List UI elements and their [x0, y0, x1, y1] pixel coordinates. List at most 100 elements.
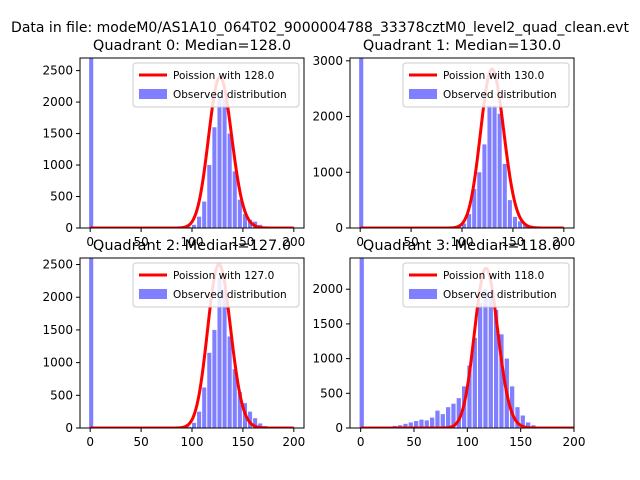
histogram-bar [451, 403, 456, 428]
histogram-bar [258, 423, 263, 428]
histogram-bar [424, 420, 429, 428]
y-tick-label: 0 [335, 221, 343, 235]
legend: Poission with 118.0 Observed distribution [402, 262, 570, 308]
x-tick-label: 100 [181, 435, 204, 449]
poisson-curve [359, 67, 565, 228]
histogram-bar [507, 200, 512, 228]
histogram-bar [403, 423, 408, 428]
histogram-bar [202, 201, 207, 228]
quadrant-0-subplot: 0 50 100 150 20005001000150020002500Quadrant… [42, 38, 305, 249]
histogram-bar [212, 329, 217, 428]
x-tick-label: 200 [563, 435, 586, 449]
histogram-bar [248, 411, 253, 428]
histogram-bar [408, 422, 413, 428]
histogram-bar [359, 258, 364, 428]
legend-box [132, 62, 300, 108]
histogram-bar [482, 144, 487, 228]
y-tick-label: 500 [50, 388, 73, 402]
y-tick-label: 2500 [42, 258, 73, 272]
legend-observed-label: Observed distribution [443, 289, 557, 301]
histogram-bar [494, 310, 499, 428]
legend-poisson-label: Poission with 118.0 [443, 270, 544, 282]
legend-observed-swatch [409, 289, 437, 299]
subplot-title: Quadrant 0: Median=128.0 [93, 38, 291, 54]
histogram-bar [197, 216, 202, 228]
x-tick-label: 0 [86, 235, 94, 249]
histogram-bar [186, 426, 191, 428]
legend: Poission with 128.0 Observed distribution [132, 62, 300, 108]
axes-frame [349, 257, 575, 429]
x-tick-label: 100 [181, 235, 204, 249]
histogram-bar [472, 337, 477, 428]
histogram-bar [446, 407, 451, 428]
legend-observed-label: Observed distribution [443, 89, 557, 101]
y-tick-label: 1000 [42, 158, 73, 172]
histogram-bar [462, 223, 467, 228]
x-tick-label: 0 [86, 435, 94, 449]
histogram-bar [414, 421, 419, 428]
histogram-bar [472, 188, 477, 228]
histogram-bar [487, 105, 492, 228]
histogram-bar [419, 419, 424, 428]
histogram-bar [467, 214, 472, 228]
histogram-bar [520, 415, 525, 428]
x-tick-label: 0 [356, 235, 364, 249]
x-tick-label: 0 [357, 435, 365, 449]
y-tick-label: 0 [65, 421, 73, 435]
figure-suptitle: Data in file: modeM0/AS1A10_064T02_90000… [11, 20, 629, 36]
histogram-bar [207, 165, 212, 228]
y-tick-label: 500 [50, 190, 73, 204]
x-tick-label: 50 [133, 235, 148, 249]
y-tick-label: 1000 [42, 356, 73, 370]
histogram-bar [237, 199, 242, 228]
legend-box [402, 62, 570, 108]
x-tick-label: 100 [451, 235, 474, 249]
subplot-title: Quadrant 3: Median=118.0 [363, 238, 561, 254]
histogram-bar [192, 224, 197, 228]
y-tick-label: 3000 [312, 54, 343, 68]
histogram-bar [227, 336, 232, 428]
histogram-bar [242, 214, 247, 228]
histogram-bar [217, 95, 222, 228]
histogram-bar [515, 407, 520, 428]
x-tick-label: 150 [509, 435, 532, 449]
histogram-bar [232, 369, 237, 428]
x-tick-label: 50 [406, 435, 421, 449]
histogram-bar [202, 387, 207, 428]
legend-box [402, 262, 570, 308]
legend-poisson-label: Poission with 130.0 [443, 70, 544, 82]
legend-observed-label: Observed distribution [173, 89, 287, 101]
histogram-bar [217, 277, 222, 428]
histogram-bar [430, 417, 435, 428]
y-tick-label: 500 [320, 386, 343, 400]
x-tick-label: 200 [552, 235, 575, 249]
y-tick-label: 2000 [312, 110, 343, 124]
x-tick-label: 100 [456, 435, 479, 449]
legend-observed-swatch [139, 89, 167, 99]
y-tick-label: 1500 [42, 323, 73, 337]
y-tick-label: 2000 [42, 290, 73, 304]
histogram-bar [435, 410, 440, 428]
y-tick-label: 1000 [312, 352, 343, 366]
histogram-bar [492, 105, 497, 228]
quadrant-1-data [359, 58, 565, 228]
histogram-bar [359, 58, 364, 228]
y-tick-label: 2000 [42, 95, 73, 109]
x-tick-label: 150 [231, 235, 254, 249]
y-tick-label: 0 [65, 221, 73, 235]
histogram-bar [186, 226, 191, 228]
histogram-bar [526, 422, 531, 428]
x-tick-label: 200 [282, 435, 305, 449]
legend: Poission with 127.0 Observed distribution [132, 262, 300, 308]
quadrant-2-subplot: 0 50 100 150 20005001000150020002500Quadrant… [42, 238, 305, 449]
legend-poisson-label: Poission with 128.0 [173, 70, 274, 82]
histogram-bar [456, 398, 461, 428]
histogram-bar [478, 303, 483, 428]
histogram-bar [192, 422, 197, 428]
legend-box [132, 262, 300, 308]
histogram-bar [483, 289, 488, 428]
subplot-title: Quadrant 1: Median=130.0 [363, 38, 561, 54]
x-tick-label: 150 [231, 435, 254, 449]
